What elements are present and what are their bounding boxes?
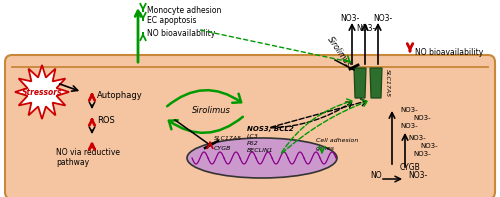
Text: NO3-: NO3- (400, 107, 417, 113)
Text: Stressors: Stressors (22, 87, 62, 97)
Text: NO: NO (370, 171, 382, 180)
Text: SLC17A5: SLC17A5 (385, 69, 390, 97)
FancyArrowPatch shape (167, 90, 241, 106)
FancyArrowPatch shape (270, 99, 366, 127)
Text: ROS: ROS (97, 115, 115, 125)
Ellipse shape (187, 138, 337, 178)
Polygon shape (15, 65, 69, 119)
Text: CYGB: CYGB (214, 146, 232, 151)
Text: CYGB: CYGB (400, 163, 421, 172)
Text: NO3-: NO3- (373, 14, 392, 22)
Text: NO3-: NO3- (408, 171, 427, 180)
Text: NO via reductive
pathway: NO via reductive pathway (56, 148, 120, 167)
Text: LC3: LC3 (247, 134, 259, 139)
Text: NO3-: NO3- (400, 123, 417, 129)
Text: Sirolimus: Sirolimus (325, 35, 352, 69)
Text: EC apoptosis: EC apoptosis (147, 16, 196, 24)
Text: NO bioavailability: NO bioavailability (415, 47, 483, 57)
Text: NO3-: NO3- (413, 151, 430, 157)
Text: NO bioavailability: NO bioavailability (147, 29, 215, 37)
Text: NO3-: NO3- (420, 143, 438, 149)
Polygon shape (370, 68, 382, 98)
Text: genes: genes (316, 146, 335, 151)
Text: Monocyte adhesion: Monocyte adhesion (147, 6, 222, 15)
Text: NO3-: NO3- (408, 135, 426, 141)
Polygon shape (354, 68, 366, 98)
FancyArrowPatch shape (271, 102, 351, 128)
Text: Cell adhesion: Cell adhesion (316, 138, 358, 143)
Text: SLC17A5: SLC17A5 (214, 137, 242, 141)
Text: Sirolimus: Sirolimus (192, 106, 231, 114)
FancyArrowPatch shape (169, 117, 243, 133)
Text: NO3-: NO3- (356, 23, 375, 33)
FancyBboxPatch shape (5, 55, 495, 197)
Text: BECLIN1: BECLIN1 (247, 148, 274, 153)
Text: NO3-: NO3- (340, 14, 359, 22)
Text: NOS3, BCL2: NOS3, BCL2 (247, 126, 294, 132)
Text: P62: P62 (247, 141, 259, 146)
Text: NO3-: NO3- (413, 115, 430, 121)
FancyArrowPatch shape (282, 100, 368, 153)
Text: Autophagy: Autophagy (97, 90, 143, 99)
FancyArrowPatch shape (282, 99, 352, 153)
